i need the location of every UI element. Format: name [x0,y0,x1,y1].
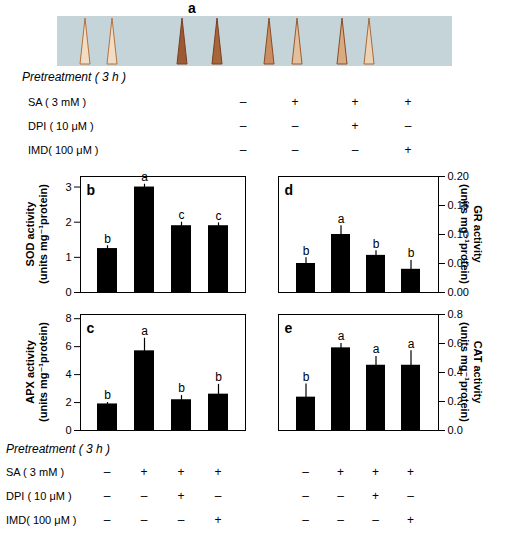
html-text:IMD( 100 μM ): IMD( 100 μM ) [6,514,77,526]
svg-text:APX activity(units mg⁻¹protein: APX activity(units mg⁻¹protein) [24,322,49,422]
svg-text:b: b [408,246,415,260]
svg-text:0.05: 0.05 [447,257,469,269]
svg-text:c: c [87,320,95,336]
svg-text:b: b [373,237,380,251]
svg-text:CAT activity(units mg⁻¹protein: CAT activity(units mg⁻¹protein) [459,322,484,422]
svg-text:b: b [104,388,111,402]
svg-text:0.0: 0.0 [448,424,463,436]
svg-text:e: e [285,320,293,336]
svg-text:0.2: 0.2 [447,395,463,407]
svg-text:b: b [104,232,111,246]
svg-text:1: 1 [65,251,71,263]
svg-text:0: 0 [65,424,71,436]
svg-text:b: b [87,182,96,198]
html-text:Pretreatment ( 3 h ): Pretreatment ( 3 h ) [22,70,126,84]
svg-text:a: a [373,342,380,356]
html-text:Pretreatment ( 3 h ): Pretreatment ( 3 h ) [6,442,110,456]
svg-text:0.6: 0.6 [447,337,463,349]
svg-text:b: b [178,381,185,395]
svg-text:8: 8 [65,312,71,324]
svg-text:a: a [338,329,345,343]
html-text:DPI ( 10 μM ): DPI ( 10 μM ) [28,120,94,132]
svg-text:0.00: 0.00 [448,286,469,298]
svg-text:0.10: 0.10 [447,228,469,240]
svg-text:c: c [216,209,222,223]
svg-text:0.20: 0.20 [448,170,469,182]
svg-text:a: a [408,337,415,351]
svg-text:a: a [338,212,345,226]
svg-text:4: 4 [65,368,71,380]
html-text:SA ( 3 mM ): SA ( 3 mM ) [6,466,65,478]
svg-text:d: d [285,182,294,198]
svg-text:0.8: 0.8 [448,308,463,320]
svg-text:a: a [141,170,148,184]
html-text:SA ( 3 mM ): SA ( 3 mM ) [28,96,87,108]
svg-text:c: c [179,208,185,222]
svg-text:a: a [141,324,148,338]
html-text:IMD( 100 μM ): IMD( 100 μM ) [28,144,99,156]
svg-text:2: 2 [65,396,71,408]
svg-text:b: b [303,370,310,384]
svg-text:GR activity(units mg⁻¹protein): GR activity(units mg⁻¹protein) [459,184,484,284]
svg-text:b: b [303,244,310,258]
html-text:DPI ( 10 μM ): DPI ( 10 μM ) [6,490,72,502]
svg-text:0: 0 [65,286,71,298]
svg-text:2: 2 [65,216,71,228]
svg-text:6: 6 [65,340,71,352]
svg-text:b: b [215,370,222,384]
svg-text:0.4: 0.4 [447,366,463,378]
html-text:a: a [188,0,196,16]
svg-text:3: 3 [65,181,71,193]
svg-text:SOD activity(units mg⁻¹protein: SOD activity(units mg⁻¹protein) [24,184,49,284]
svg-text:0.15: 0.15 [447,199,469,211]
